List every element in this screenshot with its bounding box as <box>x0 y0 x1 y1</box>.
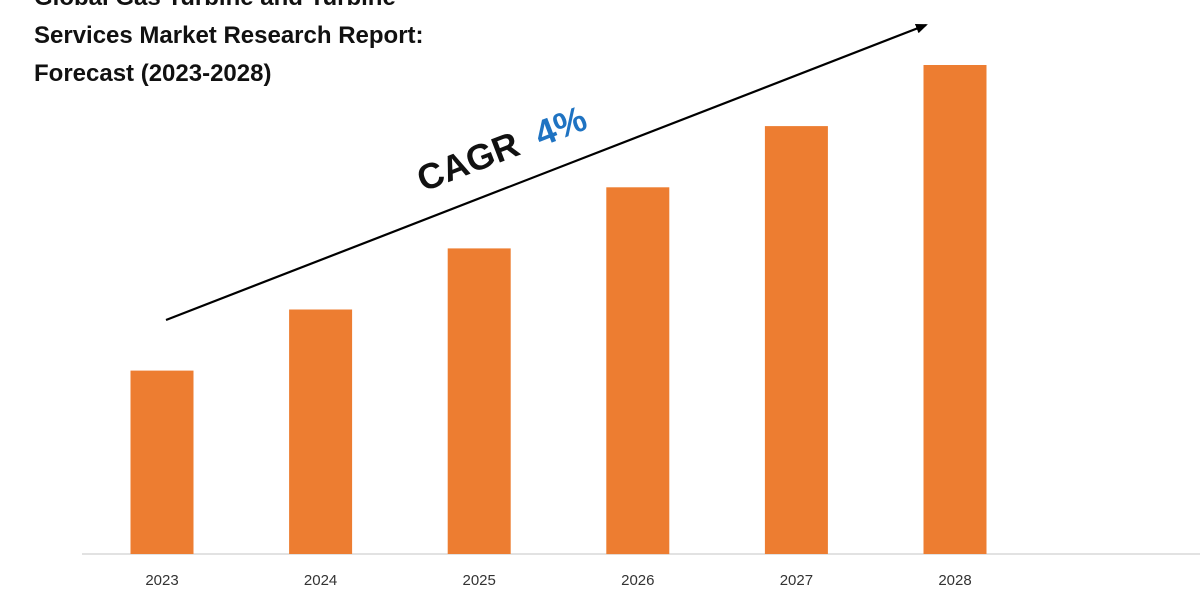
x-tick-label-2026: 2026 <box>621 572 654 589</box>
bar-2028 <box>923 65 987 554</box>
chart-title: Global Gas Turbine and Turbine Services … <box>34 0 424 87</box>
cagr-annotation: CAGR 4% <box>411 97 592 199</box>
bar-2024 <box>289 309 353 554</box>
bar-2025 <box>447 248 511 554</box>
x-tick-label-2027: 2027 <box>780 572 813 589</box>
bars-group <box>130 65 987 555</box>
x-tick-label-2028: 2028 <box>938 572 971 589</box>
x-tick-label-2024: 2024 <box>304 572 337 589</box>
cagr-value: 4% <box>529 97 592 154</box>
bar-2023 <box>130 370 194 554</box>
title-line-1: Global Gas Turbine and Turbine <box>34 0 396 11</box>
x-tick-label-2025: 2025 <box>463 572 496 589</box>
x-tick-label-2023: 2023 <box>145 572 178 589</box>
title-line-2: Services Market Research Report: <box>34 22 424 49</box>
x-tick-labels: 2023 2024 2025 2026 2027 2028 <box>145 572 971 589</box>
title-line-3: Forecast (2023-2028) <box>34 60 271 87</box>
bar-2027 <box>764 126 828 554</box>
bar-2026 <box>606 187 670 555</box>
trend-arrow <box>165 23 928 322</box>
